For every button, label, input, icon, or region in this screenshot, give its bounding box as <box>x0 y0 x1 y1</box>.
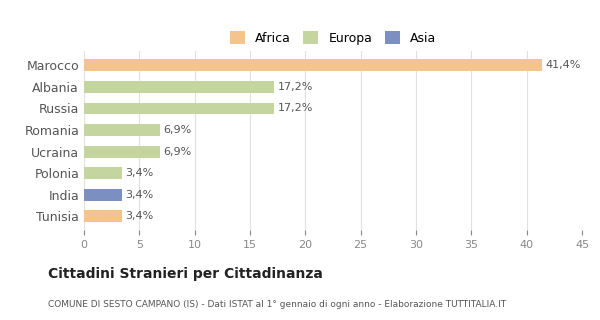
Bar <box>84 210 122 222</box>
Legend: Africa, Europa, Asia: Africa, Europa, Asia <box>224 25 442 51</box>
Text: 3,4%: 3,4% <box>125 211 153 221</box>
Text: 17,2%: 17,2% <box>278 82 313 92</box>
Text: Cittadini Stranieri per Cittadinanza: Cittadini Stranieri per Cittadinanza <box>48 268 323 281</box>
Bar <box>84 102 274 114</box>
Text: 3,4%: 3,4% <box>125 190 153 200</box>
Text: 6,9%: 6,9% <box>164 125 192 135</box>
Bar <box>84 167 122 179</box>
Bar <box>84 81 274 93</box>
Bar <box>84 124 160 136</box>
Bar <box>84 189 122 201</box>
Text: 41,4%: 41,4% <box>545 60 581 70</box>
Text: 3,4%: 3,4% <box>125 168 153 178</box>
Text: COMUNE DI SESTO CAMPANO (IS) - Dati ISTAT al 1° gennaio di ogni anno - Elaborazi: COMUNE DI SESTO CAMPANO (IS) - Dati ISTA… <box>48 300 506 309</box>
Bar <box>84 146 160 157</box>
Text: 6,9%: 6,9% <box>164 147 192 156</box>
Bar <box>84 59 542 71</box>
Text: 17,2%: 17,2% <box>278 103 313 113</box>
